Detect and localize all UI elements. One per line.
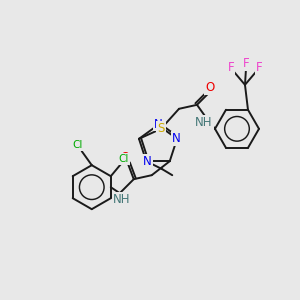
- Text: N: N: [154, 118, 162, 130]
- Text: F: F: [256, 61, 262, 74]
- Text: F: F: [228, 61, 234, 74]
- Text: NH: NH: [195, 116, 213, 129]
- Text: N: N: [172, 132, 180, 145]
- Text: O: O: [120, 151, 129, 164]
- Text: F: F: [243, 57, 249, 70]
- Text: NH: NH: [113, 193, 130, 206]
- Text: O: O: [206, 81, 214, 94]
- Text: Cl: Cl: [118, 154, 129, 164]
- Text: Cl: Cl: [73, 140, 83, 150]
- Text: S: S: [157, 122, 165, 135]
- Text: N: N: [143, 155, 152, 168]
